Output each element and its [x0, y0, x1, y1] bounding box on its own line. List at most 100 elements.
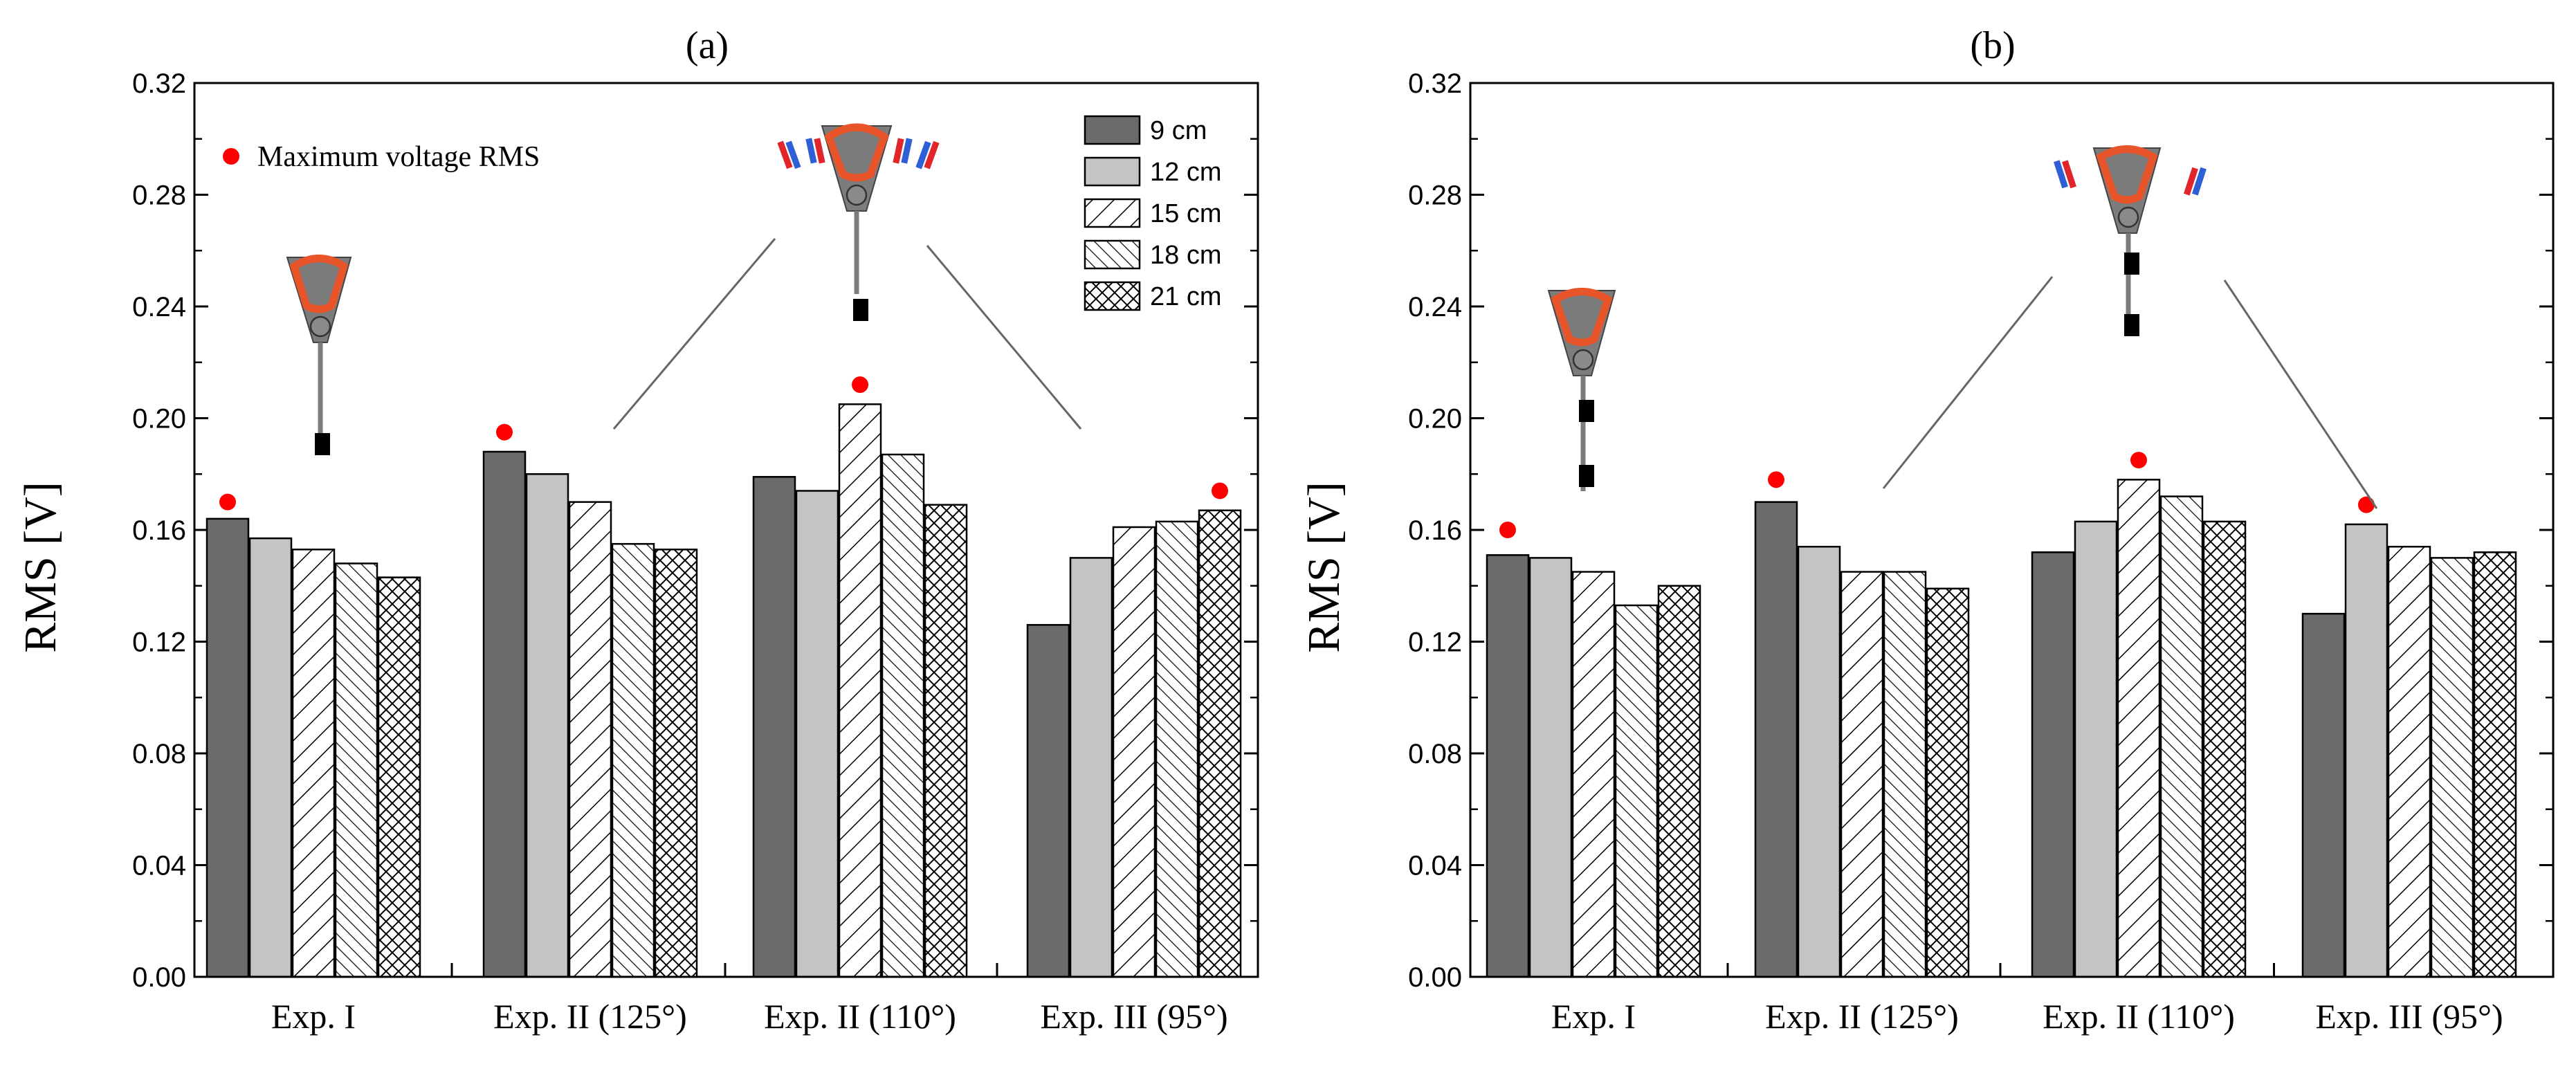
- callout-line-right-b: [2223, 279, 2378, 509]
- y-tick-label: 0.32: [1408, 68, 1462, 99]
- panel-b-plot-frame: [1469, 82, 2555, 978]
- bar-9cm-3: [2031, 551, 2075, 978]
- bar-12cm-2: [1797, 545, 1841, 978]
- bar-21cm-4: [2473, 551, 2517, 978]
- annotation-marker-icon: [223, 148, 239, 165]
- legend-label-12cm: 12 cm: [1150, 158, 1221, 187]
- y-tick-label: 0.16: [1408, 515, 1462, 546]
- legend-swatch-21cm: [1084, 281, 1141, 311]
- panel-a: (a) RMS [V] 0.00 0.04 0.08 0.12 0.16 0.20 0.24…: [15, 24, 1259, 1036]
- max-voltage-marker: [1768, 471, 1784, 488]
- callout-line-left-b: [1882, 276, 2054, 489]
- y-tick-label: 0.24: [1408, 292, 1462, 322]
- y-tick-label: 0.12: [132, 627, 186, 658]
- category-label: Exp. II (110°): [764, 997, 956, 1036]
- bar-21cm-3: [924, 504, 968, 978]
- y-tick-label: 0.00: [1408, 962, 1462, 993]
- panel-b-max-markers: [1499, 452, 2375, 538]
- max-voltage-marker: [2130, 452, 2147, 469]
- max-voltage-marker: [852, 376, 868, 394]
- panel-b-y-label: RMS [V]: [1299, 482, 1349, 653]
- category-label: Exp. II (110°): [2043, 997, 2235, 1036]
- bar-12cm-1: [248, 537, 293, 978]
- bar-15cm-2: [568, 501, 612, 978]
- panel-a-y-label: RMS [V]: [15, 482, 66, 653]
- category-label: Exp. II (125°): [493, 997, 687, 1036]
- panel-a-bars: [205, 403, 1242, 978]
- bar-21cm-2: [1926, 587, 1970, 978]
- legend-swatch-18cm: [1084, 239, 1141, 270]
- bar-12cm-1: [1528, 557, 1573, 978]
- device-illustration-icon: [286, 255, 352, 455]
- bar-18cm-4: [1155, 520, 1199, 978]
- bar-12cm-3: [795, 490, 839, 978]
- bar-15cm-2: [1840, 571, 1884, 978]
- bar-21cm-1: [1657, 585, 1701, 978]
- bar-12cm-4: [2344, 523, 2388, 978]
- bar-18cm-2: [611, 542, 655, 978]
- max-voltage-marker: [1499, 522, 1516, 538]
- category-label: Exp. III (95°): [2315, 997, 2503, 1036]
- device-magnets-two-weights-icon: [2054, 145, 2207, 336]
- y-tick-label: 0.04: [1408, 851, 1462, 881]
- legend-swatch-12cm: [1084, 156, 1141, 187]
- device-two-weights-icon: [1547, 288, 1616, 491]
- bar-9cm-1: [205, 517, 250, 978]
- max-voltage-marker: [219, 493, 236, 511]
- bar-21cm-2: [654, 549, 698, 978]
- panel-a-plot-frame: [193, 82, 1259, 978]
- bar-18cm-3: [881, 453, 925, 978]
- legend-label-18cm: 18 cm: [1150, 241, 1221, 270]
- max-voltage-marker: [1212, 482, 1228, 499]
- panel-a-max-markers: [219, 376, 1228, 511]
- bar-9cm-2: [1754, 501, 1798, 978]
- bar-15cm-4: [1112, 526, 1156, 978]
- bar-18cm-4: [2430, 557, 2474, 978]
- category-label: Exp. I: [1551, 997, 1636, 1036]
- y-tick-label: 0.28: [132, 181, 186, 211]
- y-tick-label: 0.16: [132, 515, 186, 546]
- category-label: Exp. II (125°): [1765, 997, 1959, 1036]
- max-voltage-marker: [496, 423, 513, 441]
- bar-15cm-3: [2117, 479, 2161, 978]
- bar-15cm-3: [838, 403, 882, 978]
- panel-b-y-ticks: 0.00 0.04 0.08 0.12 0.16 0.20 0.24 0.28 0.32: [1408, 68, 2553, 993]
- bar-12cm-4: [1069, 557, 1113, 978]
- y-tick-label: 0.28: [1408, 181, 1462, 211]
- bar-15cm-1: [291, 549, 336, 978]
- category-label: Exp. III (95°): [1040, 997, 1227, 1036]
- bar-15cm-1: [1571, 571, 1616, 978]
- panel-b-bars: [1486, 479, 2517, 978]
- bar-12cm-2: [525, 473, 569, 978]
- bar-18cm-1: [334, 562, 378, 978]
- device-magnets-icon: [777, 123, 940, 321]
- bar-21cm-3: [2202, 520, 2247, 978]
- bar-21cm-4: [1198, 509, 1242, 978]
- callout-line-left: [612, 238, 776, 430]
- y-tick-label: 0.12: [1408, 627, 1462, 658]
- legend-label-21cm: 21 cm: [1150, 282, 1221, 311]
- panel-b-category-labels: Exp. I Exp. II (125°) Exp. II (110°) Exp. I…: [1551, 963, 2503, 1036]
- panel-b-y-axis: 0.00 0.04 0.08 0.12 0.16 0.20 0.24 0.28 0.32: [1408, 68, 2553, 993]
- panel-a-category-labels: Exp. I Exp. II (125°) Exp. II (110°) Exp. I…: [271, 963, 1228, 1036]
- bar-9cm-4: [1026, 624, 1070, 978]
- bar-9cm-4: [2301, 612, 2346, 978]
- bar-9cm-3: [752, 476, 796, 978]
- y-tick-label: 0.04: [132, 851, 186, 881]
- legend-label-9cm: 9 cm: [1150, 116, 1207, 145]
- bar-9cm-2: [482, 450, 527, 978]
- legend-swatch-9cm: [1084, 115, 1141, 145]
- panel-a-y-ticks: 0.00 0.04 0.08 0.12 0.16 0.20 0.24 0.28 0.32: [132, 68, 1258, 993]
- y-tick-label: 0.24: [132, 292, 186, 322]
- y-tick-label: 0.00: [132, 962, 186, 993]
- annotation-label: Maximum voltage RMS: [257, 141, 540, 173]
- panel-a-title: (a): [686, 24, 729, 67]
- bar-18cm-3: [2159, 495, 2204, 978]
- bar-9cm-1: [1486, 554, 1530, 978]
- bar-18cm-1: [1614, 604, 1659, 978]
- y-tick-label: 0.08: [132, 739, 186, 769]
- bar-15cm-4: [2387, 545, 2431, 978]
- panel-b-title: (b): [1970, 24, 2015, 67]
- y-tick-label: 0.20: [132, 404, 186, 434]
